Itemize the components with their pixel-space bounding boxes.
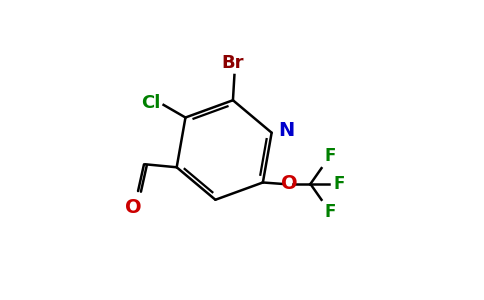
Text: F: F [324,147,335,165]
Text: O: O [125,198,142,217]
Text: Cl: Cl [141,94,161,112]
Text: O: O [281,175,297,194]
Text: F: F [324,203,335,221]
Text: Br: Br [222,54,244,72]
Text: N: N [278,121,294,140]
Text: F: F [333,175,345,193]
